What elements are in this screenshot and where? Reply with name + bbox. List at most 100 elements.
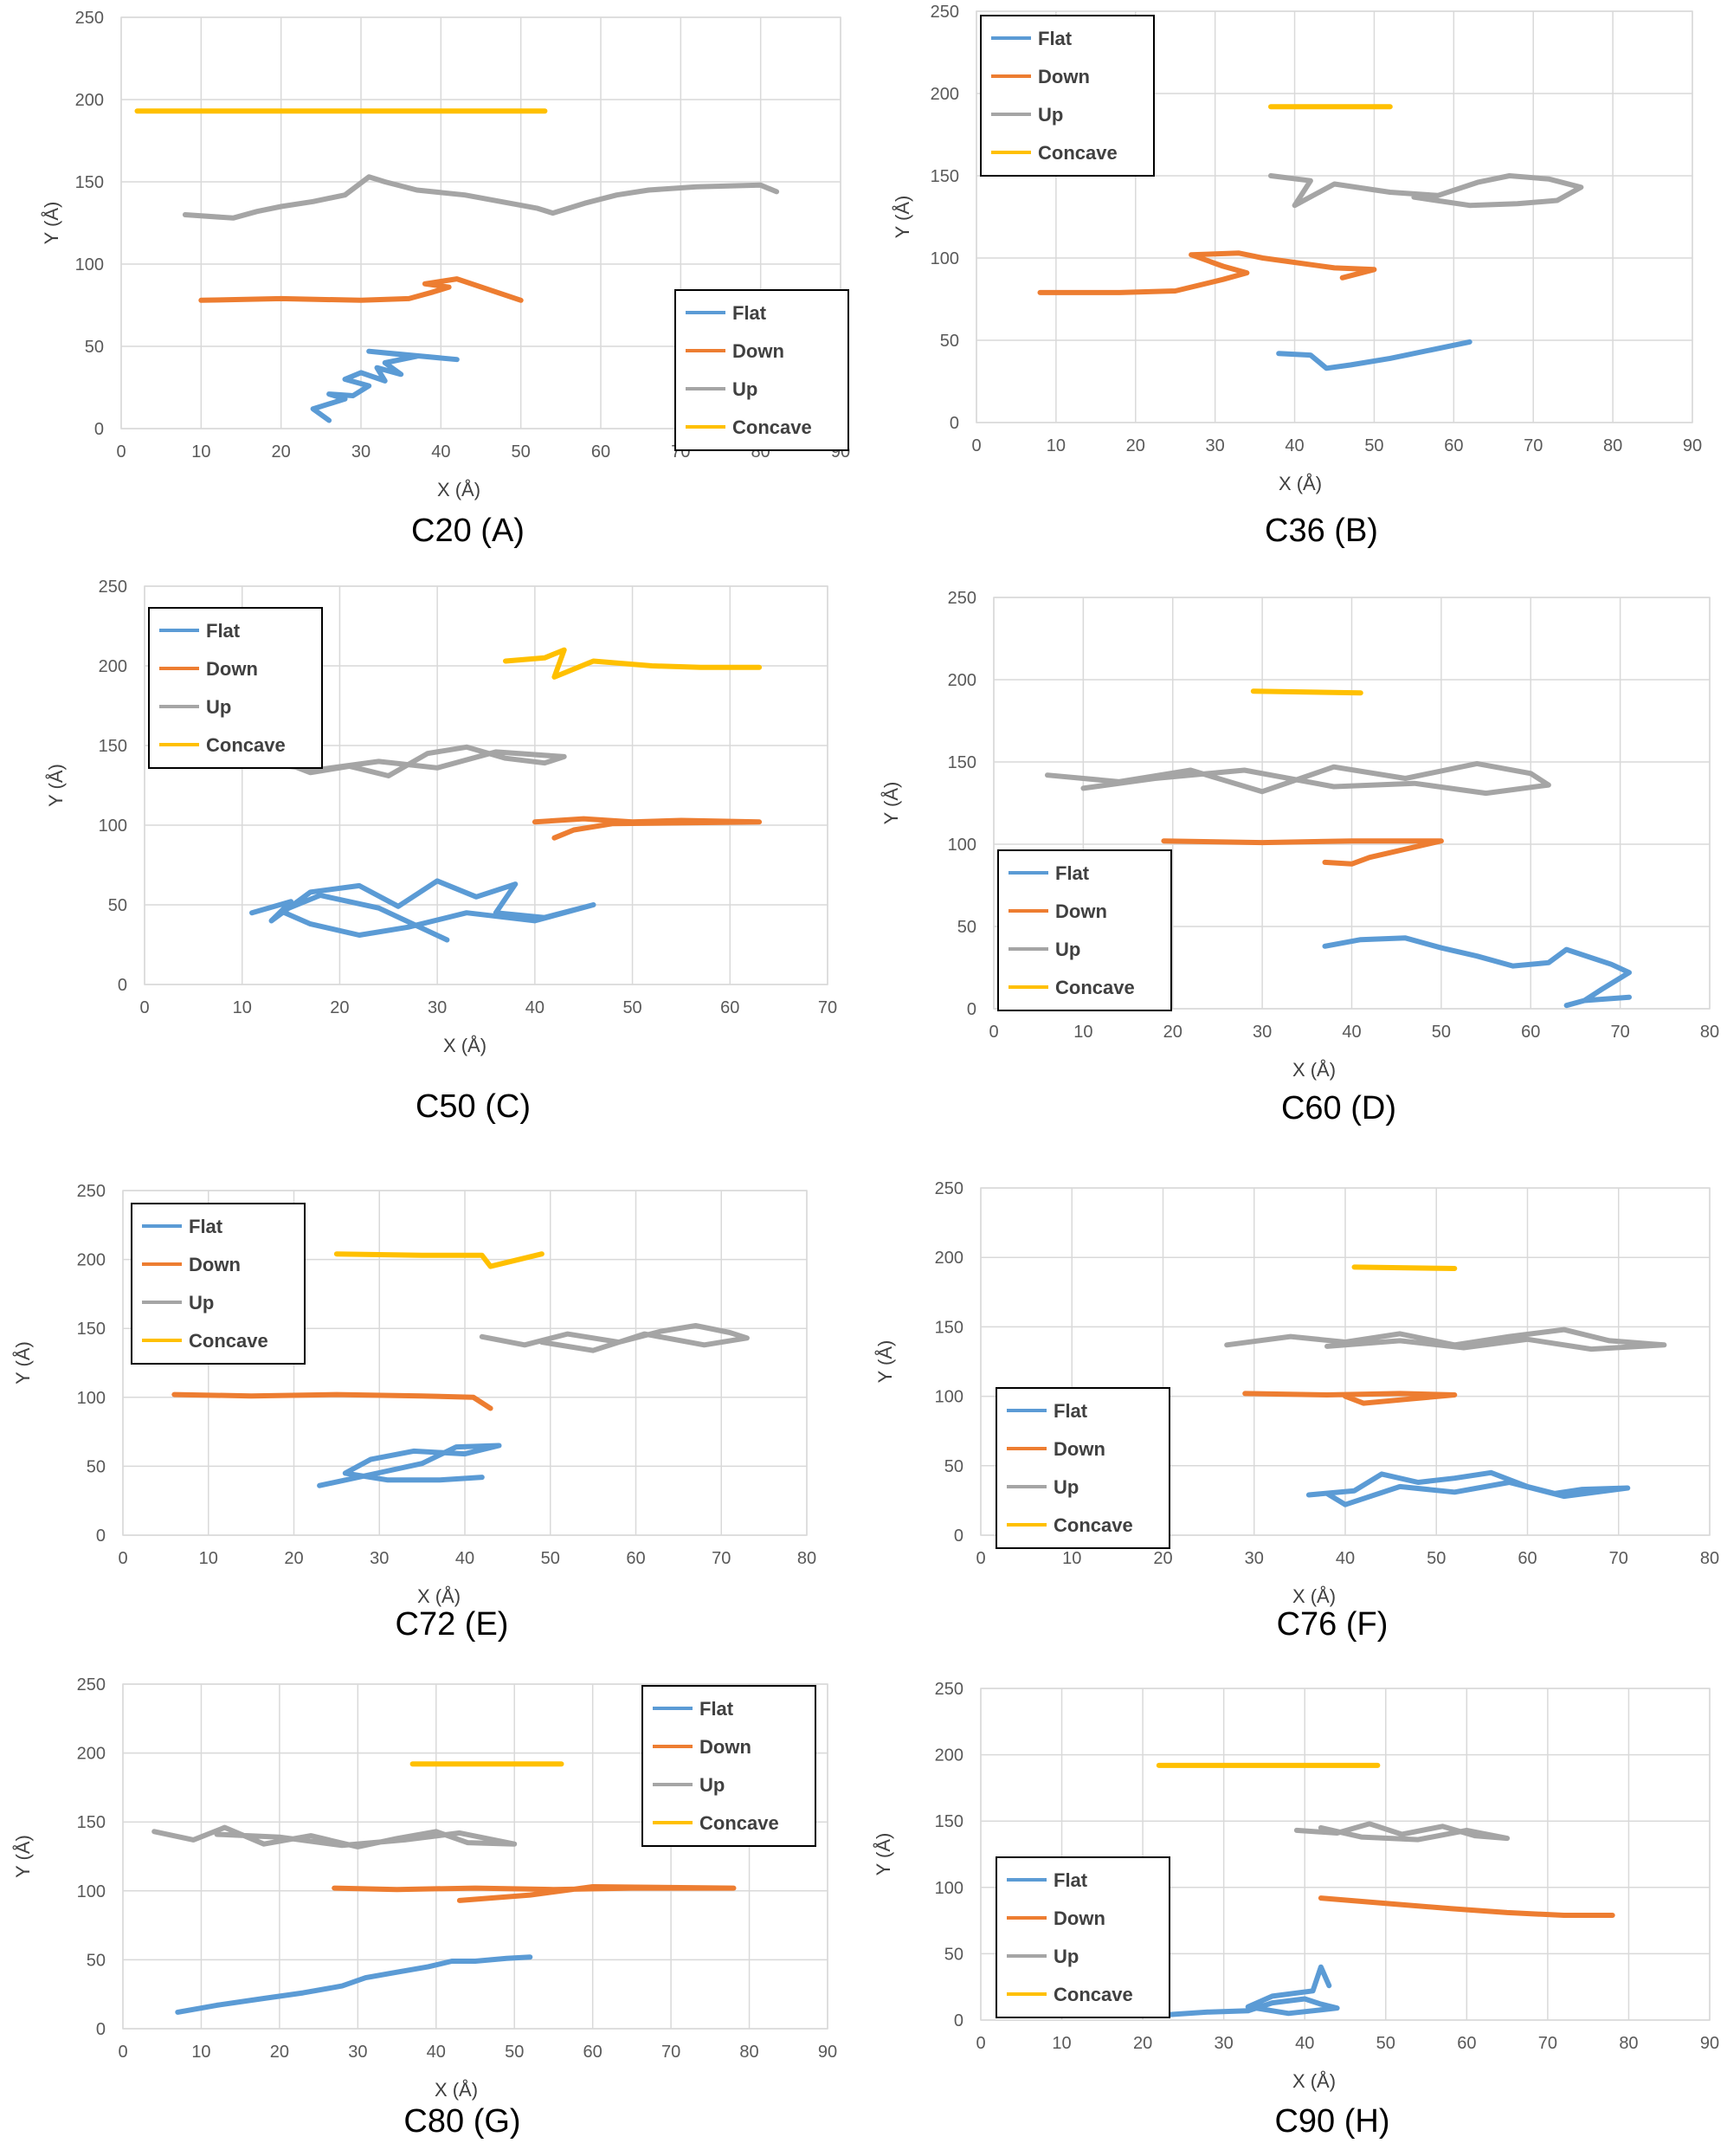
y-tick-label: 50 (940, 332, 959, 351)
legend-label: Concave (1054, 1984, 1133, 2005)
x-tick-label: 60 (1457, 2034, 1476, 2053)
legend: Flat Down Up Concave (980, 15, 1155, 177)
x-tick-label: 80 (1700, 1549, 1719, 1568)
y-axis-label: Y (Å) (12, 1341, 34, 1385)
y-tick-label: 50 (87, 1457, 106, 1476)
series-line-down (1037, 250, 1377, 295)
x-tick-label: 80 (1619, 2034, 1638, 2053)
x-tick-label: 30 (1253, 1023, 1272, 1042)
legend-label: Flat (699, 1698, 734, 1720)
y-tick-label: 100 (75, 255, 104, 274)
legend-label: Flat (206, 620, 241, 642)
legend-label: Down (1055, 900, 1107, 922)
series-line-up (239, 744, 567, 778)
y-tick-label: 200 (931, 85, 959, 104)
x-tick-label: 40 (427, 2043, 446, 2062)
x-tick-label: 40 (1295, 2034, 1314, 2053)
y-tick-label: 0 (967, 1000, 976, 1019)
x-axis-label: X (Å) (1292, 1585, 1336, 1607)
y-tick-label: 250 (75, 9, 104, 28)
x-tick-label: 60 (1521, 1023, 1540, 1042)
y-tick-label: 200 (935, 1249, 963, 1268)
y-tick-label: 200 (77, 1251, 106, 1270)
x-tick-label: 20 (272, 442, 291, 462)
legend-label: Concave (206, 734, 286, 756)
x-tick-label: 50 (1432, 1023, 1451, 1042)
y-tick-label: 250 (77, 1182, 106, 1201)
legend-label: Flat (1038, 28, 1073, 49)
y-tick-label: 100 (948, 836, 976, 855)
legend-box (997, 849, 1172, 1011)
legend-box (641, 1685, 816, 1847)
legend-label: Concave (1055, 977, 1135, 998)
series-line-flat (1164, 1964, 1340, 2017)
series-line-up (1268, 173, 1584, 209)
series-line-concave (1250, 688, 1363, 696)
chart-caption: C76 (F) (1277, 1606, 1389, 1643)
y-tick-label: 100 (77, 1389, 106, 1408)
x-axis-label: X (Å) (1292, 2070, 1336, 2092)
legend-label: Up (1055, 939, 1080, 960)
x-tick-label: 0 (976, 2034, 985, 2053)
x-tick-label: 70 (1611, 1023, 1630, 1042)
legend-label: Down (1038, 66, 1090, 87)
legend-label: Down (206, 658, 258, 680)
x-axis-label: X (Å) (443, 1035, 487, 1056)
legend-box (996, 1387, 1170, 1549)
legend-label: Down (1054, 1907, 1105, 1929)
series-line-flat (249, 878, 596, 943)
legend-label: Down (1054, 1438, 1105, 1460)
series-line-concave (333, 1251, 545, 1269)
y-tick-label: 200 (75, 91, 104, 110)
x-tick-label: 10 (233, 998, 252, 1017)
y-tick-label: 150 (948, 753, 976, 772)
series-line-up (479, 1323, 750, 1353)
legend-label: Up (1054, 1476, 1079, 1498)
chart-caption: C60 (D) (1281, 1090, 1396, 1126)
y-tick-label: 50 (85, 338, 104, 357)
x-tick-label: 30 (1206, 436, 1225, 455)
series-line-flat (175, 1954, 533, 2015)
x-tick-label: 40 (1342, 1023, 1361, 1042)
series-line-flat (1276, 339, 1472, 371)
legend-label: Flat (189, 1216, 223, 1237)
legend-label: Up (206, 696, 231, 718)
legend-label: Down (732, 340, 784, 362)
y-tick-label: 0 (94, 420, 104, 439)
legend-label: Down (699, 1736, 751, 1758)
x-tick-label: 50 (622, 998, 641, 1017)
x-tick-label: 40 (455, 1549, 474, 1568)
x-tick-label: 90 (1700, 2034, 1719, 2053)
y-tick-label: 250 (935, 1179, 963, 1198)
y-tick-label: 250 (935, 1680, 963, 1699)
x-tick-label: 60 (1444, 436, 1463, 455)
x-tick-label: 30 (351, 442, 371, 462)
chart-panel: 0 10 20 30 40 50 60 70 80 90 0 50 100 150 200 250 X (Å) Y… (12, 1675, 837, 2140)
legend-label: Flat (1054, 1400, 1088, 1422)
chart-caption: C80 (G) (403, 2103, 520, 2140)
series-line-up (151, 1824, 518, 1849)
x-tick-label: 10 (1052, 2034, 1071, 2053)
x-tick-label: 30 (370, 1549, 389, 1568)
x-tick-label: 50 (541, 1549, 560, 1568)
x-tick-label: 20 (1163, 1023, 1182, 1042)
x-axis-label: X (Å) (437, 479, 480, 500)
x-tick-label: 20 (284, 1549, 303, 1568)
chart-panel: 0 10 20 30 40 50 60 70 80 0 50 100 150 200 250 X (Å) Y (… (874, 1179, 1719, 1643)
y-tick-label: 200 (935, 1746, 963, 1765)
series-line-down (1161, 838, 1444, 867)
y-axis-label: Y (Å) (45, 764, 67, 807)
chart-panel: 0 10 20 30 40 50 60 70 80 90 0 50 100 150 200 250 X (Å) Y… (873, 1680, 1719, 2140)
y-axis-label: Y (Å) (880, 782, 902, 825)
legend-label: Up (1038, 104, 1063, 126)
legend-label: Up (699, 1774, 725, 1796)
x-tick-label: 50 (1364, 436, 1383, 455)
y-axis-label: Y (Å) (873, 1833, 894, 1876)
legend-box (980, 15, 1155, 177)
y-tick-label: 50 (944, 1457, 963, 1476)
legend-label: Concave (189, 1330, 268, 1352)
x-tick-label: 0 (976, 1549, 985, 1568)
series-line-up (1293, 1821, 1511, 1843)
x-tick-label: 0 (118, 1549, 127, 1568)
